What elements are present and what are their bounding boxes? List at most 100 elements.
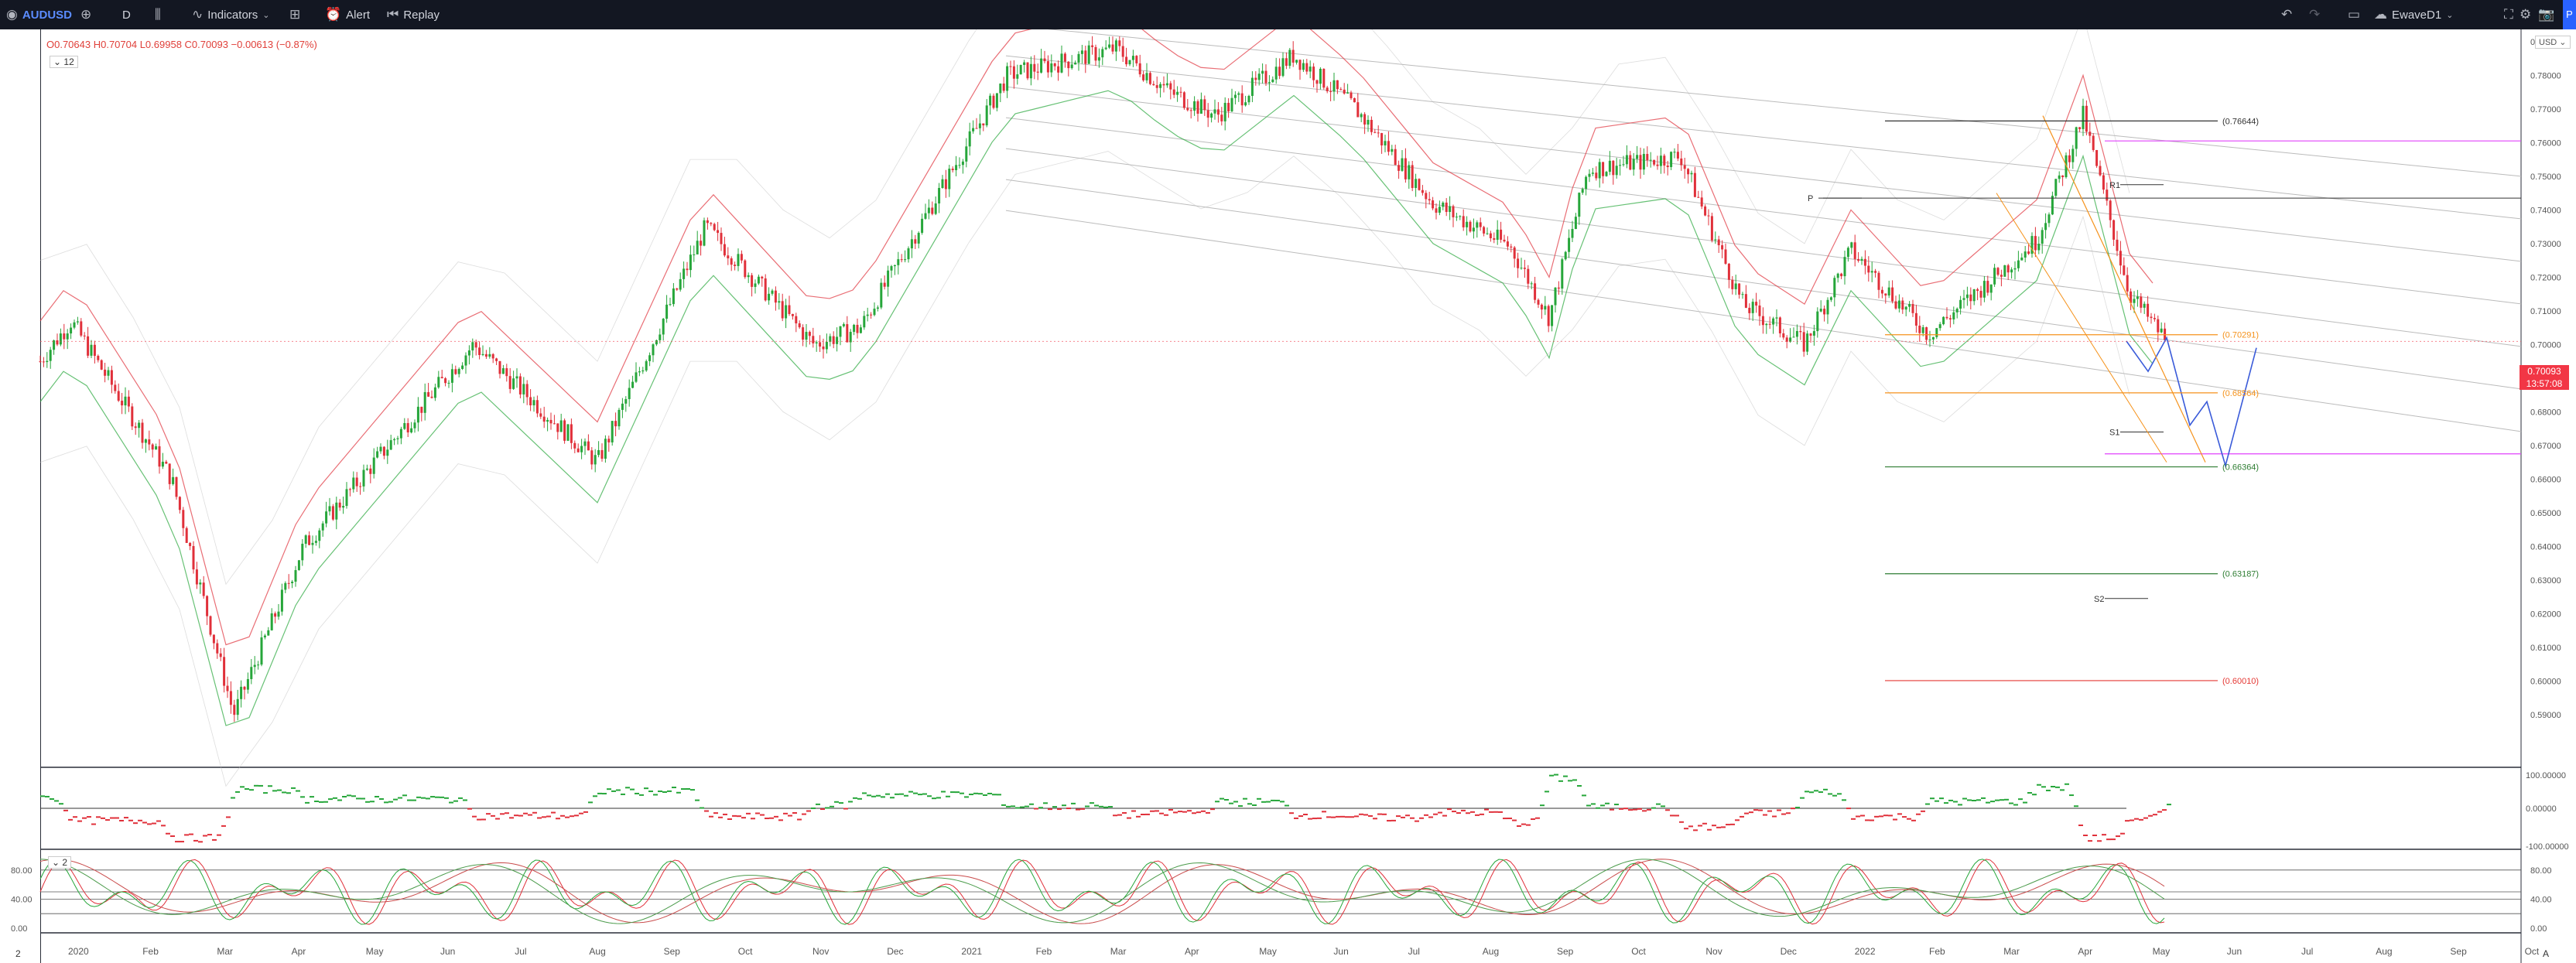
candle-body [1332, 80, 1336, 92]
legend-collapse-button[interactable]: ⌄ 12 [50, 56, 78, 68]
candle-body [563, 420, 566, 441]
candle-body [2085, 105, 2088, 132]
candle-body [1809, 333, 1812, 336]
candle-body [291, 582, 294, 583]
time-tick-label: Oct [1631, 946, 1646, 957]
chart-type-button[interactable]: ⫼ [155, 0, 161, 29]
indicators-button[interactable]: ∿ Indicators ⌄ [192, 0, 270, 29]
pane-collapse-button[interactable]: ⌄ 2 [48, 856, 72, 869]
alert-button[interactable]: ⏰ Alert [325, 0, 370, 29]
candle-body [1908, 304, 1911, 307]
current-price-tag: 0.70093 13:57:08 [2520, 365, 2569, 390]
timeframe-button[interactable]: D [122, 0, 131, 29]
candle-body [1581, 189, 1584, 193]
candle-body [1605, 172, 1608, 176]
drawing-objects[interactable]: P R1 S1 S2 [1808, 115, 2521, 604]
candle-body [1727, 263, 1730, 280]
candle-body [90, 344, 93, 356]
candle-body [168, 463, 171, 484]
candle-body [1874, 271, 1877, 273]
candle-body [682, 268, 686, 279]
stoch-tick-label: 0.00 [11, 924, 27, 934]
candle-body [1438, 207, 1441, 213]
page-number: 2 [15, 948, 21, 959]
candle-body [1033, 63, 1036, 72]
candle-body [2153, 318, 2156, 319]
publish-button[interactable]: P [2563, 0, 2576, 29]
chart-canvas[interactable]: P R1 S1 S2 (0.76644) (0.70291) (0.68564) (0.66… [0, 29, 2576, 963]
symbol-search[interactable]: ◉ AUDUSD [6, 0, 72, 29]
candle-body [2140, 296, 2143, 308]
candle-body [727, 255, 730, 259]
candle-body [1172, 89, 1175, 95]
settings-button[interactable]: ⚙ [2520, 0, 2531, 29]
redo-button[interactable]: ↷ [2309, 0, 2320, 29]
candle-body [978, 123, 981, 128]
candle-body [955, 165, 958, 171]
candle-body [1067, 61, 1070, 69]
candle-body [805, 332, 808, 340]
layout-toggle-button[interactable]: ▭ [2348, 0, 2360, 29]
currency-button[interactable]: USD ⌄ [2535, 36, 2571, 49]
candle-body [1897, 300, 1900, 309]
candle-body [846, 324, 849, 343]
templates-button[interactable]: ⊞ [289, 0, 300, 29]
candle-body [600, 449, 604, 459]
candle-body [1666, 166, 1669, 168]
candle-body [104, 369, 107, 376]
fib-levels[interactable]: (0.76644) (0.70291) (0.68564) (0.66364) (0.6… [1885, 117, 2259, 686]
candle-body [1084, 50, 1087, 64]
candle-body [1911, 304, 1914, 313]
undo-button[interactable]: ↶ [2281, 0, 2292, 29]
candle-body [1731, 279, 1734, 289]
symbol-name[interactable]: AUDUSD [22, 8, 73, 22]
replay-button[interactable]: ⏮ Replay [387, 0, 440, 29]
indicators-label: Indicators [207, 8, 258, 22]
candle-body [1206, 110, 1209, 118]
candle-body [189, 542, 192, 546]
add-symbol-button[interactable]: ⊕ [80, 0, 91, 29]
rsi-pane: 100.00000 0.00000 -100.00000 [40, 771, 2569, 852]
candle-body [1544, 306, 1547, 310]
candle-body [587, 441, 590, 451]
candle-body [717, 230, 720, 234]
trend-line [1996, 193, 2167, 463]
candle-body [546, 419, 549, 422]
candle-body [2102, 175, 2105, 190]
candle-body [1530, 283, 1533, 285]
time-axis[interactable]: 2020 Feb Mar Apr May Jun Jul Aug Sep Oct Nov Dec 202… [68, 946, 2540, 957]
candle-body [866, 314, 869, 316]
candle-body [617, 409, 621, 427]
time-tick-label: Aug [1483, 946, 1499, 957]
scale-mode-button[interactable]: A [2543, 948, 2550, 959]
candle-body [464, 355, 467, 366]
snapshot-button[interactable]: 📷 [2538, 0, 2554, 29]
candle-body [597, 449, 600, 456]
candle-body [1179, 91, 1182, 93]
candle-body [2160, 328, 2163, 333]
time-tick-label: Aug [2376, 946, 2392, 957]
candle-body [1057, 66, 1060, 73]
candle-body [1370, 119, 1373, 132]
candle-body [580, 446, 583, 452]
candle-body [399, 429, 402, 439]
price-axis[interactable]: 0.790000.780000.770000.760000.750000.740… [40, 38, 2561, 720]
candle-body [1244, 102, 1247, 106]
candle-body [1479, 222, 1482, 227]
candle-body [240, 686, 243, 699]
candle-body [447, 382, 450, 384]
candle-body [2147, 303, 2150, 317]
candle-body [897, 259, 900, 265]
layout-name-button[interactable]: ☁ EwaveD1 ⌄ [2374, 0, 2453, 29]
candle-body [2003, 265, 2006, 277]
fullscreen-button[interactable]: ⛶ [2504, 0, 2513, 29]
bar-countdown: 13:57:08 [2526, 378, 2563, 389]
candle-body [172, 476, 175, 484]
candle-body [1452, 206, 1455, 217]
candle-body [917, 233, 920, 244]
time-tick-label: Jun [1333, 946, 1348, 957]
candle-body [1012, 66, 1015, 79]
candle-body [362, 470, 365, 487]
candle-body [1772, 318, 1775, 325]
candle-body [1595, 172, 1598, 179]
